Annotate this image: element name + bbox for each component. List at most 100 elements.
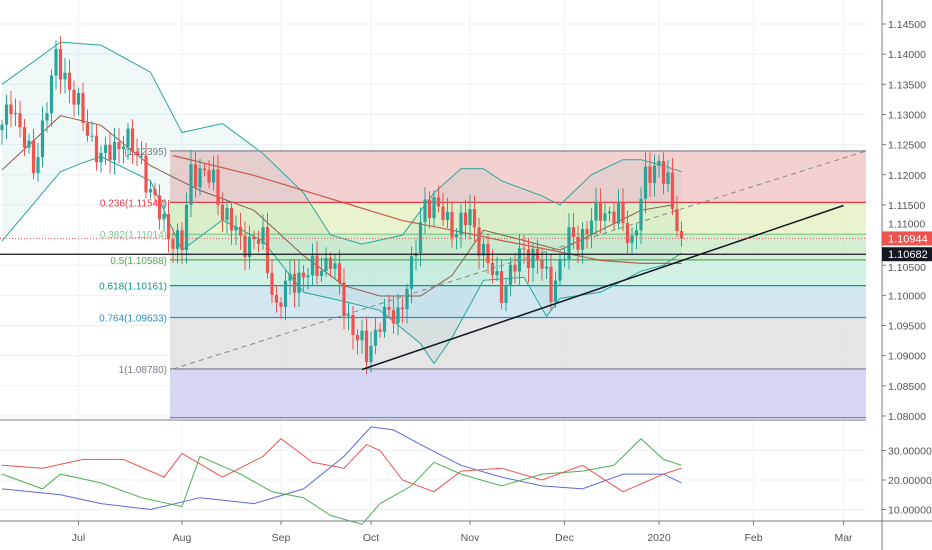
fib-label: 1(1.08780) bbox=[119, 365, 167, 376]
candle-body bbox=[243, 235, 247, 258]
candle-body bbox=[607, 211, 612, 214]
candle-body bbox=[166, 214, 171, 240]
drawings[interactable] bbox=[0, 150, 867, 371]
fib-zone-0.236 bbox=[170, 202, 866, 235]
candle-body bbox=[36, 157, 40, 174]
candle-body bbox=[544, 266, 549, 269]
fib-label: 0.5(1.10588) bbox=[110, 256, 167, 267]
fib-label: 0.618(1.10161) bbox=[99, 282, 167, 293]
candle-body bbox=[409, 256, 414, 289]
candle-body bbox=[315, 255, 319, 277]
candle-body bbox=[333, 263, 337, 269]
candle-body bbox=[364, 330, 369, 363]
candle-body bbox=[576, 236, 580, 250]
fib-zone-0 bbox=[170, 150, 866, 203]
candle-body bbox=[297, 272, 301, 293]
candle-body bbox=[202, 168, 207, 171]
candle-body bbox=[67, 72, 72, 90]
candle-body bbox=[40, 120, 45, 158]
price-tick-label: 1.08000 bbox=[888, 411, 926, 423]
candle-body bbox=[373, 329, 378, 346]
candle-body bbox=[360, 330, 364, 341]
price-tick-label: 1.12500 bbox=[888, 140, 926, 152]
candle-body bbox=[45, 113, 49, 121]
candle-body bbox=[553, 280, 558, 302]
candle-body bbox=[513, 264, 517, 272]
candle-body bbox=[117, 142, 121, 150]
candle-body bbox=[238, 226, 243, 236]
price-tick-label: 1.10000 bbox=[888, 290, 926, 302]
candle-body bbox=[652, 165, 657, 183]
time-tick-label: 2020 bbox=[647, 532, 671, 544]
candle-body bbox=[580, 229, 585, 250]
candle-body bbox=[495, 271, 499, 276]
candle-body bbox=[274, 294, 279, 303]
candle-body bbox=[292, 273, 297, 293]
candle-body bbox=[567, 227, 571, 260]
price-axis bbox=[866, 0, 932, 550]
candle-body bbox=[589, 220, 594, 235]
candle-body bbox=[76, 93, 81, 105]
price-tick-label: 1.10500 bbox=[888, 262, 926, 274]
candle-body bbox=[301, 272, 306, 278]
candle-body bbox=[247, 236, 252, 258]
fib-zone-1 bbox=[170, 368, 866, 418]
price-tick-label: 1.09000 bbox=[888, 351, 926, 363]
candle-body bbox=[558, 259, 562, 281]
candle-body bbox=[90, 135, 94, 137]
candle-body bbox=[234, 226, 238, 231]
candle-body bbox=[468, 209, 472, 226]
price-tick-label: 1.13500 bbox=[888, 79, 926, 91]
time-tick-label: Jul bbox=[72, 532, 85, 544]
bollinger-fill bbox=[2, 42, 682, 364]
time-tick-label: Nov bbox=[461, 532, 480, 544]
candle-body bbox=[526, 249, 531, 269]
candle-body bbox=[31, 140, 36, 174]
candle-body bbox=[486, 243, 490, 263]
candle-body bbox=[121, 146, 126, 150]
dmi-tick-label: 30.00000 bbox=[888, 446, 932, 458]
price-tick-label: 1.09500 bbox=[888, 321, 926, 333]
candle-body bbox=[157, 195, 162, 220]
candle-body bbox=[423, 199, 427, 222]
time-tick-label: Dec bbox=[555, 532, 574, 544]
candle-body bbox=[126, 128, 130, 147]
time-tick-label: Feb bbox=[744, 532, 762, 544]
candle-body bbox=[189, 164, 193, 205]
candle-body bbox=[220, 204, 225, 220]
candle-body bbox=[112, 142, 117, 161]
candle-body bbox=[22, 127, 27, 148]
crosshair-price-badge bbox=[882, 247, 932, 262]
candle-body bbox=[625, 223, 630, 244]
candle-body bbox=[103, 144, 108, 153]
candle-body bbox=[657, 160, 661, 166]
candle-body bbox=[256, 239, 261, 244]
candle-body bbox=[634, 230, 639, 236]
candle-body bbox=[499, 271, 504, 303]
candle-body bbox=[193, 164, 198, 188]
candle-body bbox=[319, 270, 324, 277]
price-tick-label: 1.14000 bbox=[888, 49, 926, 61]
candle-body bbox=[549, 266, 553, 302]
candle-body bbox=[162, 214, 166, 220]
fib-label: 0.236(1.11542) bbox=[100, 198, 167, 209]
candle-body bbox=[310, 255, 315, 276]
candle-body bbox=[661, 160, 666, 184]
dmi-line-adx bbox=[1, 426, 682, 511]
candle-body bbox=[225, 208, 229, 220]
candle-body bbox=[346, 314, 351, 317]
candle-body bbox=[562, 259, 567, 261]
candle-body bbox=[261, 227, 265, 244]
candle-body bbox=[679, 231, 684, 239]
candle-body bbox=[463, 212, 468, 226]
candle-body bbox=[445, 212, 450, 220]
candle-body bbox=[207, 170, 211, 183]
candle-body bbox=[72, 89, 76, 105]
candle-body bbox=[355, 335, 360, 341]
price-tick-label: 1.13000 bbox=[888, 109, 926, 121]
candle-body bbox=[99, 152, 103, 163]
candle-body bbox=[139, 155, 144, 157]
candle-body bbox=[670, 172, 675, 210]
